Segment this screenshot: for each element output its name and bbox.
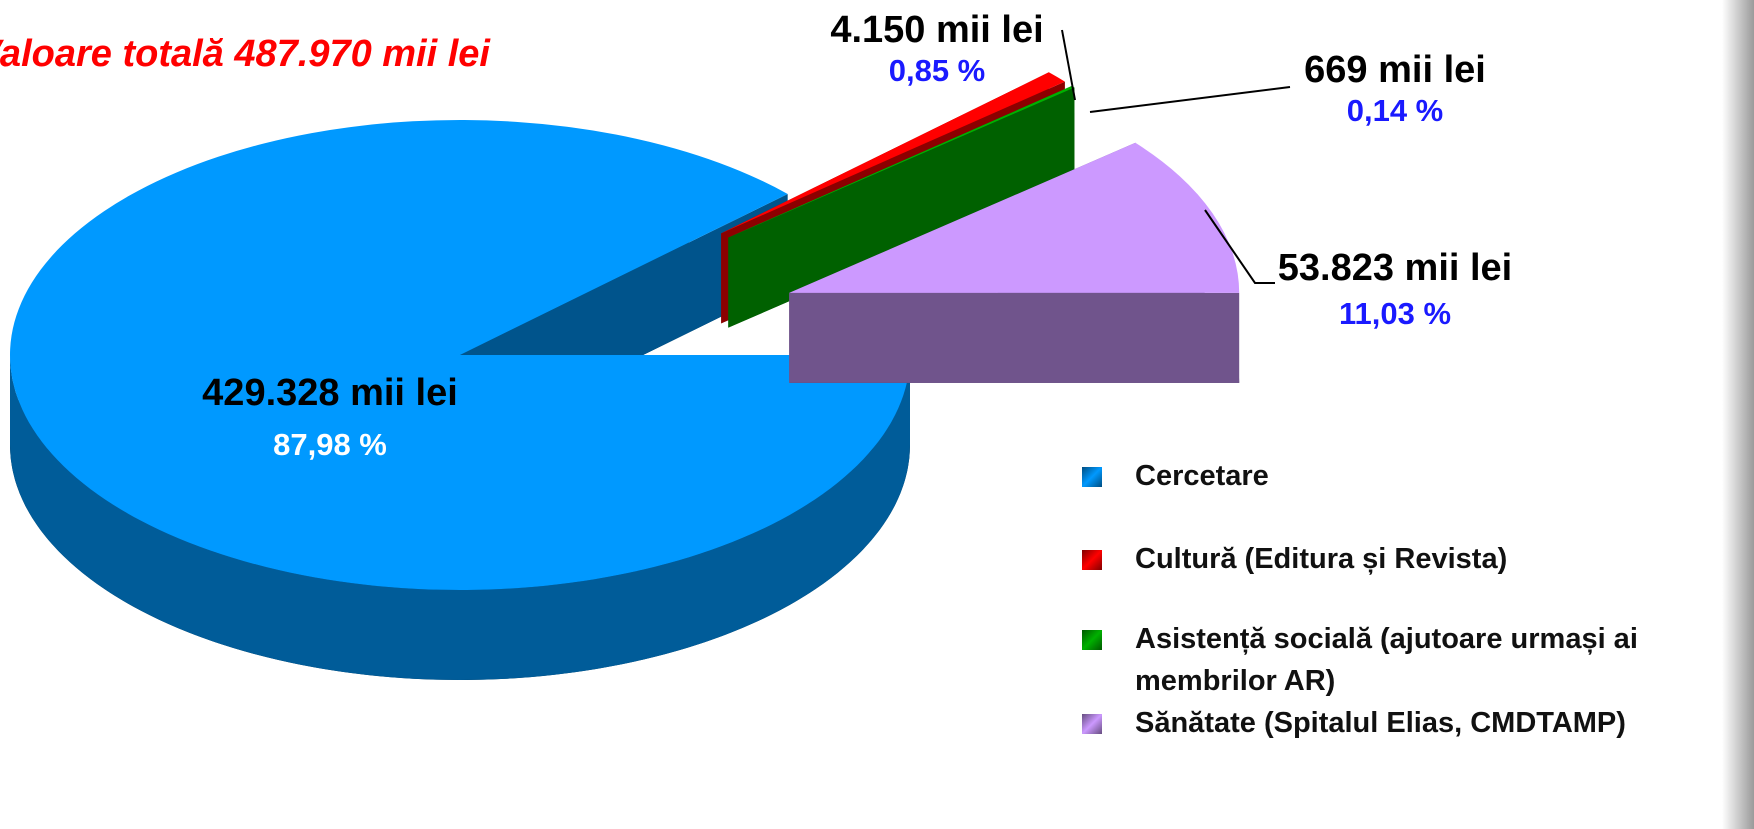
legend-label: Cultură (Editura și Revista) bbox=[1135, 543, 1508, 575]
slice bbox=[728, 85, 1075, 238]
legend-label: Asistență socială (ajutoare urmași ai me… bbox=[1135, 623, 1638, 697]
legend-label: Sănătate (Spitalul Elias, CMDTAMP) bbox=[1135, 707, 1626, 739]
legend-swatch bbox=[1082, 467, 1102, 487]
value-label: 429.328 mii lei bbox=[202, 372, 458, 414]
percent-label: 87,98 % bbox=[273, 427, 387, 462]
legend-swatch bbox=[1082, 630, 1102, 650]
slice bbox=[721, 72, 1065, 234]
leader-line bbox=[1204, 209, 1275, 284]
legend-swatch bbox=[1082, 714, 1102, 734]
legend-label: Cercetare bbox=[1135, 460, 1269, 492]
slice-rim bbox=[10, 355, 910, 680]
value-label: 669 mii lei bbox=[1304, 49, 1486, 91]
side-shade bbox=[1722, 0, 1754, 829]
chart-title: Valoare totală 487.970 mii lei bbox=[0, 33, 491, 75]
percent-label: 0,14 % bbox=[1347, 93, 1444, 128]
leader-line bbox=[1061, 29, 1076, 101]
slice bbox=[10, 119, 910, 590]
percent-label: 0,85 % bbox=[889, 53, 986, 88]
slice bbox=[789, 142, 1240, 293]
value-label: 53.823 mii lei bbox=[1278, 247, 1513, 289]
legend-swatch bbox=[1082, 550, 1102, 570]
slice-side bbox=[789, 292, 1240, 383]
slice-side bbox=[728, 87, 1075, 328]
percent-label: 11,03 % bbox=[1339, 296, 1451, 331]
leader-line bbox=[1089, 86, 1291, 113]
value-label: 4.150 mii lei bbox=[830, 9, 1043, 51]
